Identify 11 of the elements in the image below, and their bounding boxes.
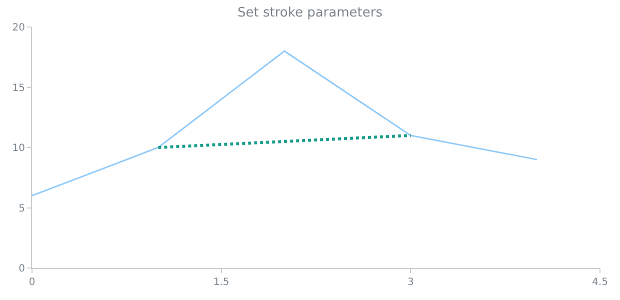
y-tick-label: 5	[18, 203, 25, 214]
x-tick-label: 4.5	[592, 277, 608, 288]
y-tick-label: 0	[18, 264, 25, 274]
x-tick-label: 0	[28, 277, 36, 288]
x-tick-label: 1.5	[213, 277, 230, 288]
line-series	[32, 50, 538, 196]
y-tick-label: 15	[12, 82, 25, 94]
y-tick-label: 10	[12, 143, 25, 154]
x-tick-label: 3	[407, 277, 414, 288]
y-tick-label: 20	[12, 22, 25, 34]
chart-title: Set stroke parameters	[238, 6, 383, 21]
